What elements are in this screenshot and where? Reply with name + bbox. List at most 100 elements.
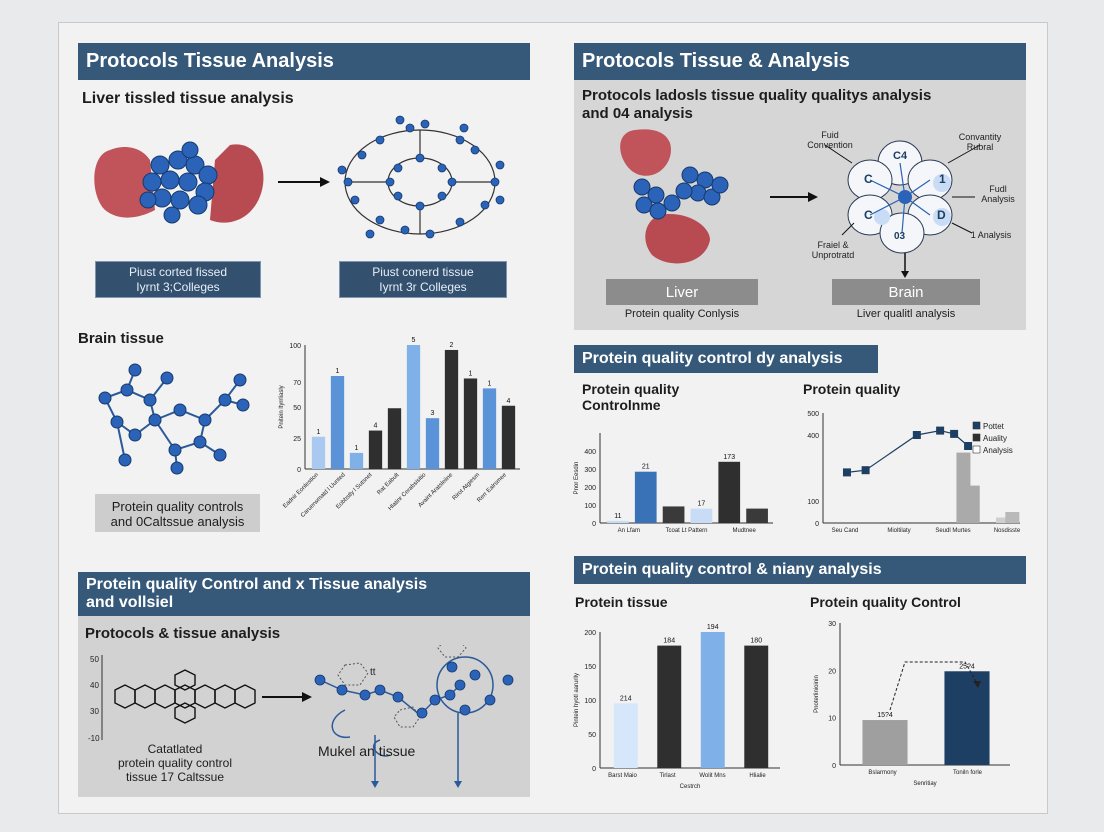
control-bar-chart: 0 100 200 300 400 Pnor Eesdin 11 21 17 173 An Lfam… — [574, 433, 773, 534]
qc-annotation-arrowhead — [973, 681, 981, 688]
bl-subtitle: Protocols & tissue analysis — [85, 625, 281, 642]
bar — [744, 645, 769, 768]
y-tick-label: 100 — [584, 503, 596, 510]
x-tick-label: Rat Eabult — [376, 472, 400, 496]
bl-axis-40: 40 — [90, 681, 99, 690]
bar-value-label: 5 — [412, 337, 416, 344]
y-tick-label: 400 — [584, 449, 596, 456]
flower-label-fraiel: Fraiel & Unprotratd — [811, 240, 855, 260]
y-tick-label: 0 — [297, 467, 301, 474]
legend-swatch — [972, 433, 981, 442]
panel-tr-subtitle-2: and 04 analysis — [582, 105, 693, 122]
x-tick-label: Seudl Murtes — [935, 528, 970, 534]
panel-tr-title: Protocols Tissue & Analysis — [574, 43, 1026, 80]
bar-value-label: 4 — [507, 398, 511, 405]
protein-control-box: Protein quality controls and 0Caltssue a… — [95, 494, 260, 532]
bar — [862, 720, 908, 765]
panel-bl-bg — [78, 615, 530, 797]
data-point — [842, 468, 851, 477]
brain-heading: Brain tissue — [78, 330, 164, 347]
bl-caption-1: Catatlated — [147, 742, 203, 756]
bar — [501, 405, 516, 469]
bar-value-label: 214 — [620, 695, 632, 702]
bl-axis-30: 30 — [90, 707, 99, 716]
x-tick-label: Hlialie — [749, 773, 766, 779]
data-point — [964, 442, 973, 450]
y-tick-label: 200 — [584, 630, 596, 637]
y-tick-label: 400 — [807, 433, 819, 440]
bar-value-label: 1 — [336, 368, 340, 375]
y-tick-label: 70 — [293, 380, 301, 387]
mr-left-heading-2: Controlnme — [582, 397, 661, 413]
bar-value-label: 1 — [355, 445, 359, 452]
bl-molecule-label: Mukel an tissue — [318, 743, 416, 759]
bar — [690, 508, 713, 523]
x-tick-label: Toniln forle — [953, 770, 983, 776]
y-axis-title: Pintein hyotl aarurlly — [574, 673, 580, 727]
label-right-line1: Piust conerd tissue — [372, 264, 474, 279]
bar-value-label: 184 — [663, 638, 675, 645]
bar-value-label: 2 — [450, 342, 454, 349]
bar — [662, 506, 685, 523]
x-axis-title: Cestrch — [680, 784, 701, 790]
liver-brain-diagram: C4 C 1 C D 03 — [620, 129, 981, 278]
y-tick-label: 10 — [828, 716, 836, 723]
bl-axis-50: 50 — [90, 655, 99, 664]
flower-letter-c-top: C — [864, 172, 873, 186]
bar-value-label: 17 — [698, 501, 706, 508]
bar — [482, 388, 497, 469]
y-tick-label: 50 — [293, 405, 301, 412]
liver-label-box: Liver — [606, 279, 758, 305]
bar-value-label: 11 — [614, 513, 621, 520]
bar — [425, 418, 440, 469]
flower-label-fuid: Fuid Convention — [807, 130, 853, 150]
bar-value-label: 194 — [707, 624, 719, 631]
label-left: Piust corted fissed Iyrnt 3;Colleges — [95, 261, 261, 298]
x-tick-label: Mudtnee — [732, 528, 756, 534]
tissue-bar-chart: 0 50 100 150 200 Pintein hyotl aarurlly 214 184… — [574, 624, 780, 790]
y-tick-label: 200 — [584, 485, 596, 492]
bar — [368, 430, 383, 469]
bar — [700, 632, 725, 768]
bar — [634, 471, 657, 523]
y-tick-label: 20 — [828, 668, 836, 675]
protein-box-line1: Protein quality controls — [111, 499, 244, 514]
x-axis-title: Senritiay — [913, 781, 936, 787]
y-axis-title: Pnitein ltyrrliasly — [279, 385, 285, 428]
panel-tr-subtitle-1: Protocols ladosls tissue quality quality… — [582, 87, 932, 104]
bar — [463, 378, 478, 469]
bl-caption-2: protein quality control — [117, 756, 233, 770]
y-tick-label: 25 — [293, 436, 301, 443]
bl-title-line1: Protein quality Control and x Tissue ana… — [86, 576, 428, 593]
bar-value-label: 15?4 — [877, 712, 893, 719]
x-tick-label: An Lfam — [618, 528, 640, 534]
data-point — [861, 466, 870, 475]
bar-value-label: 1 — [469, 370, 473, 377]
panel-br-title: Protein quality control & niany analysis — [574, 556, 1026, 584]
br-left-heading: Protein tissue — [575, 594, 668, 610]
label-right-line2: Iyrnt 3r Colleges — [379, 279, 467, 294]
data-point — [936, 426, 945, 435]
y-tick-label: 500 — [807, 411, 819, 418]
flower-label-convantity: Convantity Rubral — [958, 132, 1002, 152]
x-tick-label: Tcoat Lt Pattern — [665, 528, 707, 534]
liver-heading: Liver tissled tissue analysis — [82, 90, 294, 107]
x-tick-label: Wolit Mns — [699, 773, 725, 779]
y-tick-label: 100 — [289, 343, 301, 350]
liver-molecule-diagram — [94, 115, 505, 239]
x-tick-label: Mioltilaty — [887, 528, 910, 534]
br-right-heading: Protein quality Control — [810, 594, 961, 610]
bar — [387, 408, 402, 469]
flower-letter-1: 1 — [939, 172, 946, 186]
y-tick-label: 100 — [807, 499, 819, 506]
panel-bl-title: Protein quality Control and x Tissue ana… — [78, 572, 530, 616]
y-tick-label: 100 — [584, 698, 596, 705]
bar-value-label: 4 — [374, 423, 378, 430]
quality-mixed-chart: 0 100 400 500 Seu Cand Mioltilaty Seudl Murtes… — [807, 411, 1021, 534]
legend-label: Analysis — [983, 446, 1013, 455]
bar — [406, 345, 421, 469]
background-bar — [965, 485, 980, 523]
label-right: Piust conerd tissue Iyrnt 3r Colleges — [339, 261, 507, 298]
bar-value-label: 3 — [431, 410, 435, 417]
